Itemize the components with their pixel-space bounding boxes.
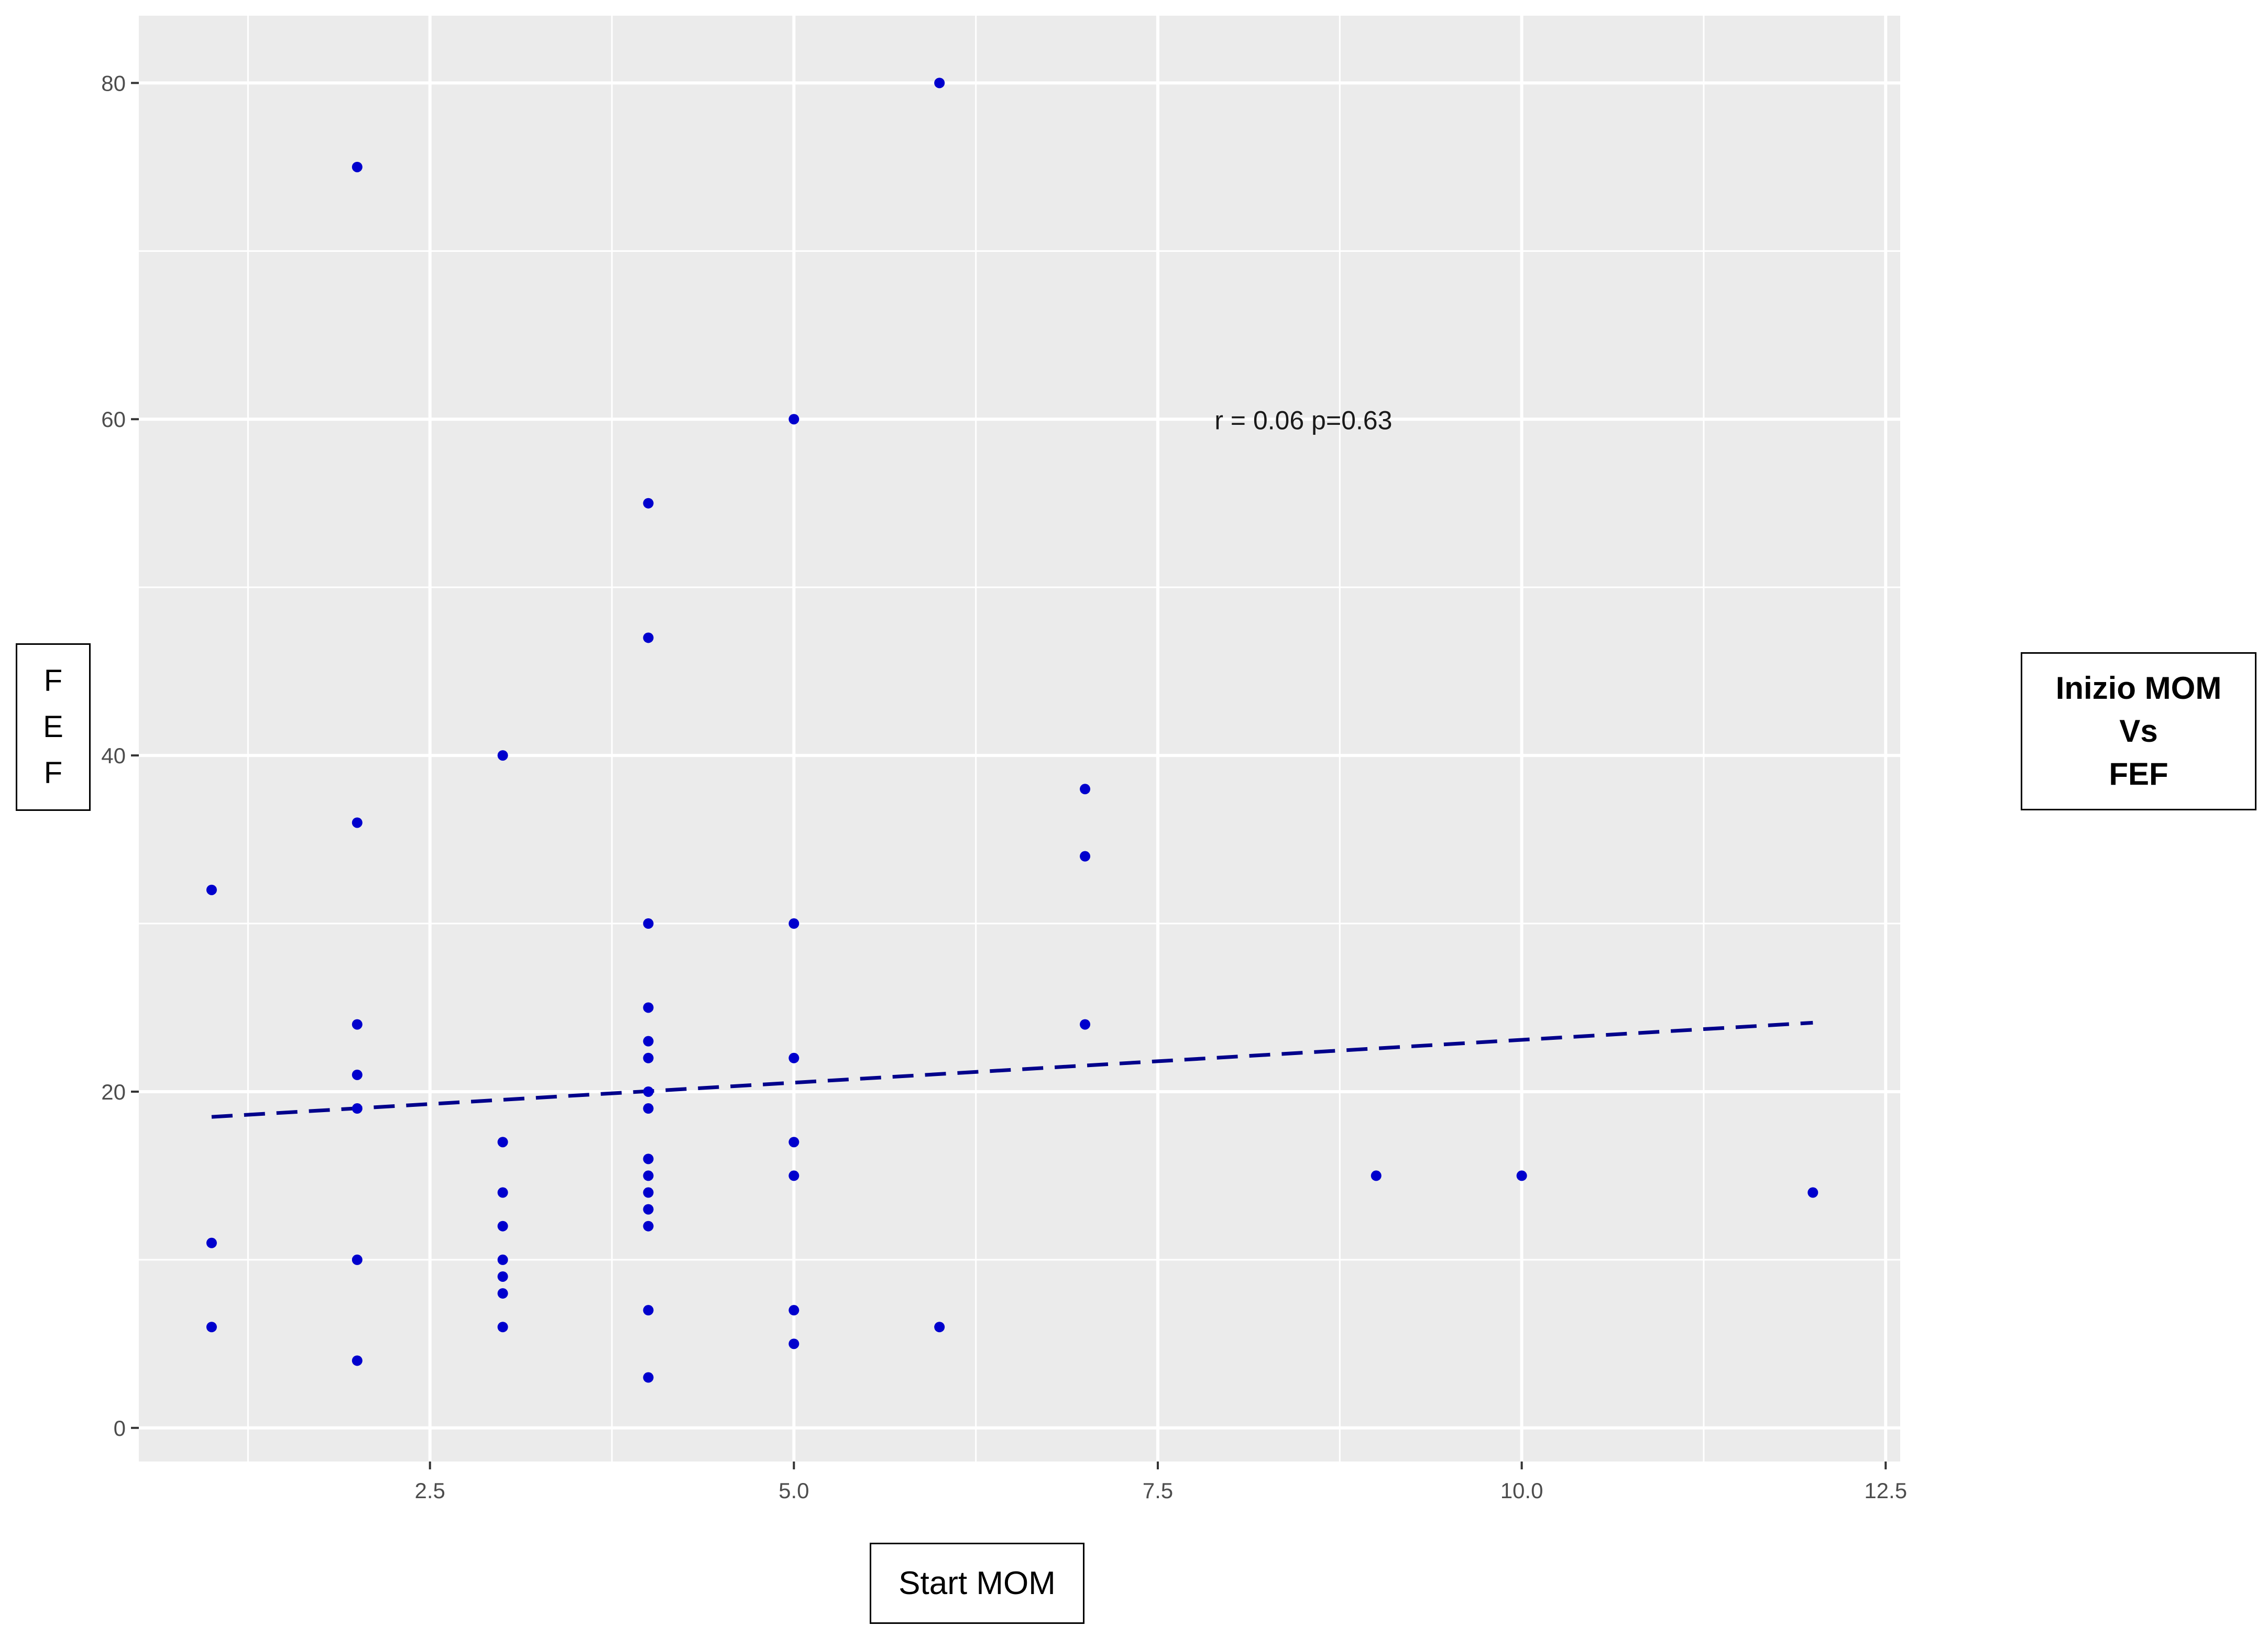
data-point [497,1271,508,1282]
data-point [497,750,508,761]
y-tick-label: 60 [101,407,126,432]
y-tick-label: 80 [101,71,126,95]
data-point [352,1019,363,1030]
x-tick-label: 10.0 [1500,1478,1543,1503]
data-point [643,1036,654,1047]
data-point [1080,784,1091,795]
data-point [643,1170,654,1181]
data-point [934,78,945,89]
data-point [643,918,654,929]
y-axis-label-letter: F [43,664,63,698]
data-point [643,1103,654,1114]
data-point [1807,1187,1818,1198]
tick-labels: 2.5 5.0 7.5 10.0 12.5 0 20 40 60 80 [101,71,1907,1503]
data-points [206,78,1818,1383]
chart-title-line: Vs [2119,713,2158,749]
chart-title-line: Inizio MOM [2055,671,2222,706]
minor-gridlines [139,16,1900,1462]
data-point [497,1322,508,1333]
data-point [497,1221,508,1232]
data-point [643,498,654,509]
data-point [497,1187,508,1198]
data-point [1080,851,1091,862]
data-point [643,1086,654,1097]
x-tick-label: 5.0 [779,1478,809,1503]
data-point [352,1355,363,1366]
y-axis-label-box: F E F [16,643,91,811]
correlation-annotation: r = 0.06 p=0.63 [1214,405,1392,435]
data-point [1080,1019,1091,1030]
y-tick-label: 0 [114,1416,126,1441]
data-point [643,1305,654,1316]
data-point [643,1187,654,1198]
data-point [206,1237,217,1248]
chart-title-box: Inizio MOM Vs FEF [2021,652,2256,810]
x-axis-label: Start MOM [899,1565,1056,1601]
data-point [788,1170,799,1181]
chart-title-line: FEF [2109,756,2168,792]
major-gridlines [139,16,1900,1462]
data-point [934,1322,945,1333]
x-tick-label: 12.5 [1864,1478,1907,1503]
y-axis-label-letter: F [43,756,63,790]
data-point [788,414,799,425]
data-point [352,1254,363,1265]
data-point [206,884,217,895]
data-point [788,918,799,929]
y-tick-label: 20 [101,1080,126,1104]
data-point [643,1052,654,1063]
data-point [497,1137,508,1148]
data-point [788,1305,799,1316]
data-point [1371,1170,1382,1181]
trend-line [211,1020,1813,1119]
axis-ticks [131,82,1887,1469]
x-tick-label: 7.5 [1143,1478,1173,1503]
data-point [788,1052,799,1063]
data-point [497,1288,508,1299]
data-point [643,632,654,643]
data-point [1516,1170,1527,1181]
y-tick-label: 40 [101,743,126,768]
data-point [352,1069,363,1080]
data-point [206,1322,217,1333]
data-point [352,1103,363,1114]
x-tick-label: 2.5 [415,1478,445,1503]
data-point [788,1338,799,1349]
y-axis-label-letter: E [43,710,63,744]
x-axis-label-box: Start MOM [870,1543,1084,1624]
data-point [643,1204,654,1215]
data-point [352,161,363,172]
data-point [497,1254,508,1265]
data-point [643,1002,654,1013]
plot-panel [139,16,1900,1462]
data-point [788,1137,799,1148]
data-point [643,1372,654,1383]
data-point [643,1153,654,1164]
trend-line-group [211,1020,1813,1119]
data-point [643,1221,654,1232]
data-point [352,817,363,828]
